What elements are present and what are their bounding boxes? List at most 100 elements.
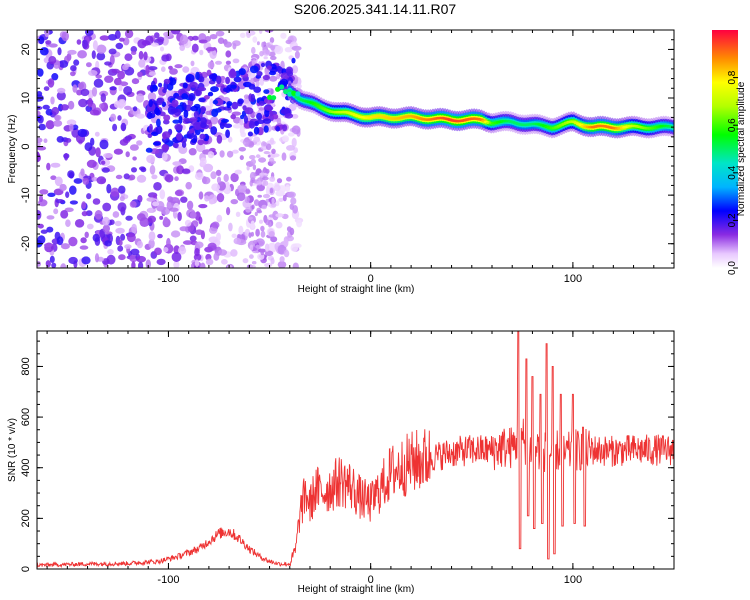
noise-blob xyxy=(282,135,289,142)
noise-blob xyxy=(70,71,76,77)
noise-blob xyxy=(73,59,80,66)
noise-blob xyxy=(91,177,98,182)
noise-blob xyxy=(271,148,276,154)
noise-blob xyxy=(178,246,187,255)
ridge-spot xyxy=(291,90,297,96)
noise-blob xyxy=(237,184,248,193)
noise-blob xyxy=(148,231,156,242)
noise-blob xyxy=(84,142,93,152)
noise-blob xyxy=(45,120,55,130)
noise-blob xyxy=(161,151,168,161)
noise-blob xyxy=(76,89,83,96)
noise-blob xyxy=(92,40,98,51)
energy-blob xyxy=(199,106,207,113)
noise-blob xyxy=(269,187,274,194)
energy-blob xyxy=(253,86,262,93)
noise-blob xyxy=(256,180,262,186)
energy-blob xyxy=(212,99,219,105)
noise-blob xyxy=(294,50,300,59)
noise-blob xyxy=(264,69,269,75)
energy-blob xyxy=(183,117,190,122)
noise-blob xyxy=(163,247,169,253)
snr-ylabel: SNR (10 * v/v) xyxy=(7,418,18,482)
noise-blob xyxy=(118,185,126,194)
noise-blob xyxy=(269,37,275,44)
noise-blob xyxy=(227,136,233,143)
noise-blob xyxy=(286,226,292,232)
noise-blob xyxy=(159,46,165,52)
noise-blob xyxy=(146,154,156,164)
noise-blob xyxy=(136,240,143,249)
colorbar-tick-label: 0.2 xyxy=(727,213,738,227)
noise-blob xyxy=(153,182,162,191)
noise-blob xyxy=(239,155,244,161)
noise-blob xyxy=(270,45,276,51)
noise-blob xyxy=(51,73,59,81)
energy-blob xyxy=(258,100,265,106)
noise-blob xyxy=(118,239,123,246)
noise-blob xyxy=(270,153,280,158)
noise-blob xyxy=(136,174,147,183)
noise-blob xyxy=(129,144,139,151)
spectrogram-xtick-label: -100 xyxy=(157,273,179,285)
noise-blob xyxy=(243,97,250,104)
energy-blob xyxy=(190,105,199,112)
noise-blob xyxy=(239,119,244,126)
noise-blob xyxy=(260,230,266,238)
energy-blob xyxy=(248,83,256,90)
noise-blob xyxy=(211,183,221,191)
energy-blob xyxy=(263,89,270,94)
noise-blob xyxy=(37,223,44,229)
noise-blob xyxy=(157,233,163,239)
noise-blob xyxy=(277,261,287,268)
noise-blob xyxy=(263,56,268,60)
energy-blob xyxy=(253,126,260,135)
noise-blob xyxy=(129,200,137,208)
noise-blob xyxy=(73,178,83,184)
noise-blob xyxy=(202,176,211,185)
noise-blob xyxy=(264,262,273,268)
energy-blob xyxy=(275,126,281,132)
snr-ytick-label: 400 xyxy=(20,459,32,477)
noise-blob xyxy=(247,113,251,118)
spectrogram-ytick-label: 0 xyxy=(20,144,32,150)
noise-blob xyxy=(208,199,215,205)
noise-blob xyxy=(137,39,147,49)
energy-blob xyxy=(264,106,274,111)
noise-blob xyxy=(115,227,125,234)
noise-blob xyxy=(93,78,104,88)
noise-blob xyxy=(150,42,159,47)
noise-blob xyxy=(37,141,41,147)
noise-blob xyxy=(147,92,157,102)
noise-blob xyxy=(190,60,195,67)
noise-blob xyxy=(246,32,251,38)
noise-blob xyxy=(138,50,144,60)
noise-blob xyxy=(77,50,87,59)
energy-blob xyxy=(254,120,259,127)
noise-blob xyxy=(247,71,256,80)
noise-blob xyxy=(195,229,204,235)
noise-blob xyxy=(56,91,66,101)
noise-blob xyxy=(78,98,88,108)
noise-blob xyxy=(77,128,88,138)
noise-blob xyxy=(245,206,252,213)
noise-blob xyxy=(110,187,120,197)
noise-blob xyxy=(252,164,257,171)
noise-blob xyxy=(292,262,299,268)
noise-blob xyxy=(296,83,302,89)
noise-blob xyxy=(48,56,57,65)
noise-blob xyxy=(249,244,254,251)
noise-blob xyxy=(119,99,127,108)
noise-blob xyxy=(218,249,228,256)
noise-blob xyxy=(198,204,208,209)
noise-blob xyxy=(234,169,242,175)
noise-blob xyxy=(198,39,208,44)
noise-blob xyxy=(291,114,299,119)
noise-blob xyxy=(268,231,275,238)
noise-blob xyxy=(46,215,55,220)
energy-blob xyxy=(208,73,218,80)
noise-blob xyxy=(193,253,202,261)
noise-blob xyxy=(169,207,179,212)
